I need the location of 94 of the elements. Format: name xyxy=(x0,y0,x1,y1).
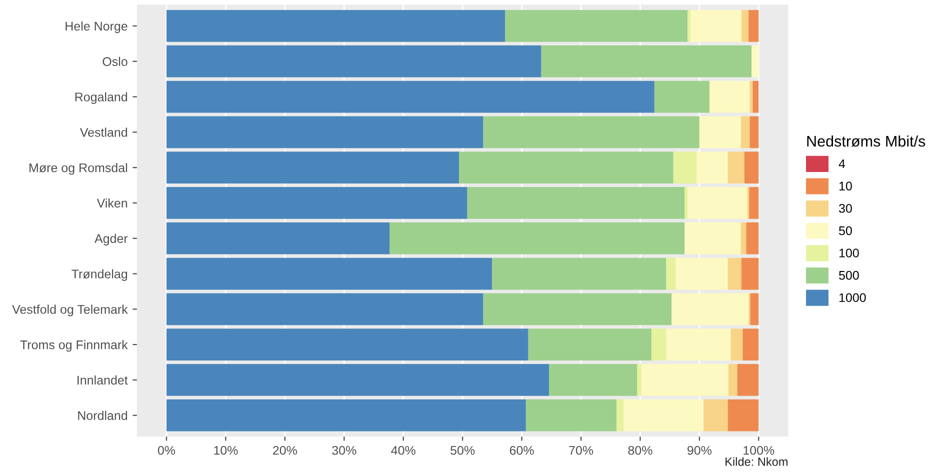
bar xyxy=(492,258,666,290)
bar xyxy=(166,116,484,148)
bar xyxy=(526,399,617,432)
bar xyxy=(528,328,652,360)
x-tick-label: 20% xyxy=(273,446,297,455)
bar xyxy=(684,222,741,254)
y-tick-label: Møre og Romsdal xyxy=(30,163,128,175)
bar xyxy=(750,293,759,326)
bar xyxy=(641,364,728,396)
y-tick-label: Hele Norge xyxy=(66,21,128,34)
x-tick-label: 90% xyxy=(687,446,712,455)
bar xyxy=(483,116,700,148)
bar xyxy=(688,10,691,42)
bar xyxy=(699,116,741,148)
legend-label: 500 xyxy=(839,270,859,280)
y-tick-label: Viken xyxy=(96,198,128,208)
x-tick-label: 60% xyxy=(510,446,534,455)
x-tick-label: 40% xyxy=(391,446,416,455)
legend-label: 30 xyxy=(838,204,852,213)
bar xyxy=(690,10,742,42)
bar xyxy=(166,364,550,396)
bar xyxy=(684,187,688,219)
bar xyxy=(616,399,624,432)
bar xyxy=(744,152,759,184)
legend-label: 100 xyxy=(839,248,859,258)
bar xyxy=(166,293,484,326)
bar xyxy=(746,222,759,254)
bar xyxy=(541,45,752,78)
bar xyxy=(740,222,746,254)
bar xyxy=(459,152,674,184)
legend-label: 10 xyxy=(839,182,852,190)
y-tick-label: Vestfold og Telemark xyxy=(12,304,128,316)
bar xyxy=(741,258,759,290)
y-tick-label: Vestland xyxy=(80,128,128,137)
x-tick-label: 0% xyxy=(158,446,176,455)
bar xyxy=(166,258,492,290)
bar xyxy=(728,258,742,290)
bar xyxy=(730,328,743,360)
x-tick-label: 100% xyxy=(744,446,774,455)
bar xyxy=(549,364,638,396)
bar xyxy=(505,10,688,42)
x-tick-label: 50% xyxy=(450,446,475,455)
y-tick-label: Nordland xyxy=(78,410,128,420)
bar xyxy=(166,80,654,113)
legend-label: 50 xyxy=(839,226,852,236)
bar xyxy=(728,364,738,396)
x-tick-label: 80% xyxy=(628,446,652,455)
bar xyxy=(752,80,759,113)
x-tick-label: 10% xyxy=(214,446,238,455)
y-tick-label: Trøndelag xyxy=(72,269,128,281)
bar xyxy=(166,187,468,219)
bar xyxy=(166,399,526,432)
bar xyxy=(704,399,728,432)
bar xyxy=(749,187,759,219)
x-tick-label: 30% xyxy=(332,446,356,455)
bar xyxy=(728,152,744,184)
y-tick-label: Oslo xyxy=(102,56,128,66)
bar xyxy=(741,10,749,42)
bar xyxy=(672,293,749,326)
bar xyxy=(624,399,704,432)
bar xyxy=(742,328,759,360)
bar xyxy=(651,328,666,360)
bar xyxy=(166,10,506,42)
bar xyxy=(467,187,685,219)
bar xyxy=(483,293,672,326)
bar xyxy=(166,45,542,78)
y-tick-label: Innlandet xyxy=(78,375,128,385)
bar xyxy=(673,152,696,184)
bar xyxy=(666,258,676,290)
text: Kilde: Nkom xyxy=(726,457,788,466)
bar xyxy=(752,45,759,78)
bar xyxy=(390,222,685,254)
bar xyxy=(166,222,390,254)
bar xyxy=(696,152,728,184)
bar xyxy=(166,152,460,184)
bar xyxy=(654,80,710,113)
bar xyxy=(688,187,748,219)
y-tick-label: Troms og Finnmark xyxy=(20,340,128,352)
bar xyxy=(750,116,759,148)
y-tick-label: Rogaland xyxy=(75,92,128,104)
bar xyxy=(637,364,642,396)
legend-label: 1000 xyxy=(839,293,866,302)
y-tick-label: Agder xyxy=(94,234,128,246)
x-tick-label: 70% xyxy=(569,446,594,455)
bar xyxy=(740,116,750,148)
bar xyxy=(666,328,731,360)
bar xyxy=(709,80,750,113)
bar xyxy=(748,10,759,42)
bar xyxy=(737,364,759,396)
legend-title: Nedstrøms Mbit/s xyxy=(807,135,926,147)
bar xyxy=(676,258,728,290)
legend-label: 4 xyxy=(838,159,846,168)
bar xyxy=(166,328,528,360)
bar xyxy=(728,399,759,432)
